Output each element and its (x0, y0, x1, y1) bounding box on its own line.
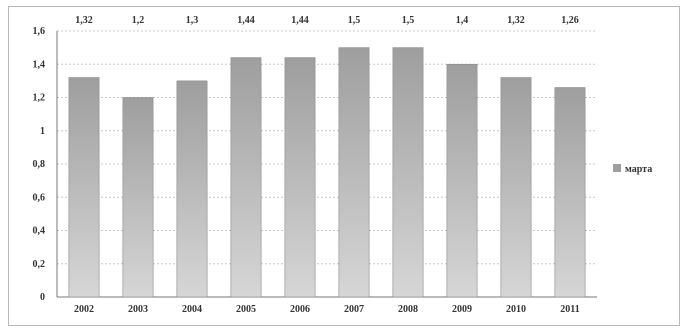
x-tick-label: 2004 (182, 304, 202, 315)
data-label-2007: 1,5 (348, 15, 361, 26)
x-axis-ticks: 2002 2003 2004 2005 2006 2007 2008 2009 2010 2011 (74, 304, 580, 315)
bar-2010 (500, 77, 532, 298)
y-tick-label: 1 (40, 126, 45, 137)
x-tick-label: 2009 (452, 304, 472, 315)
y-tick-label: 1,6 (33, 26, 46, 37)
x-tick-label: 2006 (290, 304, 310, 315)
y-tick-label: 0,8 (33, 159, 46, 170)
x-tick-label: 2011 (560, 304, 579, 315)
y-tick-label: 1,4 (33, 59, 46, 70)
x-tick-label: 2010 (506, 304, 526, 315)
legend: марта (613, 164, 652, 175)
legend-swatch (613, 164, 621, 172)
bar-chart: 00,20,40,60,811,21,41,6 1,32 1,2 1,3 1,44 1,… (33, 15, 653, 315)
data-label-2005: 1,44 (237, 15, 255, 26)
data-label-2006: 1,44 (291, 15, 309, 26)
y-tick-label: 0,4 (33, 226, 46, 237)
y-tick-label: 1,2 (33, 93, 46, 104)
y-axis-ticks: 0 0,2 0,4 0,6 0,8 1 1,2 1,4 1,6 (33, 26, 46, 303)
x-tick-label: 2003 (128, 304, 148, 315)
data-label-2010: 1,32 (507, 15, 525, 26)
data-label-2011: 1,26 (561, 15, 579, 26)
bar-2008 (392, 47, 424, 298)
y-tick-label: 0 (40, 292, 45, 303)
data-label-2008: 1,5 (402, 15, 415, 26)
data-label-2002: 1,32 (75, 15, 93, 26)
bar-2007 (338, 47, 370, 298)
data-label-2009: 1,4 (456, 15, 469, 26)
y-tick-label: 0,6 (33, 192, 46, 203)
bar-2006 (284, 57, 316, 298)
x-tick-label: 2007 (344, 304, 364, 315)
bar-2003 (122, 97, 154, 298)
bar-2002 (68, 77, 100, 298)
bar-2005 (230, 57, 262, 298)
bars (68, 47, 586, 298)
bar-2011 (554, 87, 586, 298)
data-labels: 1,32 1,2 1,3 1,44 1,44 1,5 1,5 1,4 1,32 1,26 (75, 15, 579, 26)
y-tick-label: 0,2 (33, 259, 46, 270)
legend-label: марта (625, 164, 652, 175)
data-label-2003: 1,2 (132, 15, 145, 26)
x-tick-label: 2008 (398, 304, 418, 315)
x-tick-label: 2005 (236, 304, 256, 315)
bar-2009 (446, 63, 478, 298)
data-label-2004: 1,3 (186, 15, 199, 26)
x-tick-label: 2002 (74, 304, 94, 315)
bar-2004 (176, 80, 208, 298)
chart-frame: 0 0,2 0,4 0,6 0,8 1 1,2 1,4 1,6 1,32 1,2 1,3 1,44 1,… (8, 6, 680, 326)
